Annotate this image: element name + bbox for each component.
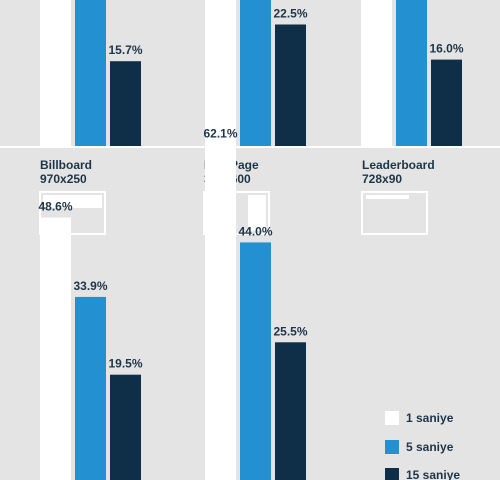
bar-chart3-15-saniye xyxy=(431,59,462,146)
bar-chart2-5-saniye xyxy=(240,0,271,146)
bar-chart4-5-saniye xyxy=(75,296,106,480)
bar-chart2-15-saniye xyxy=(275,24,306,146)
legend-label-1-saniye: 1 saniye xyxy=(406,411,454,425)
bar-label-chart4-15-saniye: 19.5% xyxy=(108,357,142,371)
half-page-ad-thumbnail xyxy=(203,191,270,235)
bar-chart5-15-saniye xyxy=(275,342,306,480)
bar-chart4-15-saniye xyxy=(110,374,141,480)
legend-label-5-saniye: 5 saniye xyxy=(406,440,454,454)
bar-chart1-5-saniye xyxy=(75,0,106,146)
bar-label-chart2-15-saniye: 22.5% xyxy=(273,7,307,21)
bar-chart1-1-saniye xyxy=(40,0,71,146)
bar-label-chart3-15-saniye: 16.0% xyxy=(429,42,463,56)
leaderboard-ad-thumbnail xyxy=(361,191,428,235)
bar-chart3-1-saniye xyxy=(361,0,392,146)
bar-chart2-1-saniye xyxy=(205,0,236,146)
bar-value-labels: 55.0%31.0%15.7%60.0%40.9%22.5%49.3%30.8%… xyxy=(38,7,463,371)
bar-label-chart1-15-saniye: 15.7% xyxy=(108,43,142,57)
format-name-leaderboard: Leaderboard xyxy=(362,158,435,172)
bar-chart5-5-saniye xyxy=(240,242,271,480)
bar-chart4-1-saniye xyxy=(40,217,71,480)
bar-label-chart5-15-saniye: 25.5% xyxy=(273,324,307,338)
bar-label-chart5-5-saniye: 44.0% xyxy=(238,224,272,238)
bar-chart1-15-saniye xyxy=(110,61,141,146)
format-size-leaderboard: 728x90 xyxy=(362,172,402,186)
bar-marks xyxy=(40,0,462,480)
divider-line xyxy=(0,146,500,148)
legend-swatch-5-saniye xyxy=(385,440,399,454)
bar-label-chart4-5-saniye: 33.9% xyxy=(73,279,107,293)
bar-chart5-1-saniye xyxy=(205,144,236,480)
format-size-billboard: 970x250 xyxy=(40,172,87,186)
legend: 1 saniye 5 saniye 15 saniye xyxy=(385,411,460,480)
bar-label-chart4-1-saniye: 48.6% xyxy=(38,200,72,214)
legend-label-15-saniye: 15 saniye xyxy=(406,468,460,480)
legend-swatch-15-saniye xyxy=(385,468,399,480)
format-name-billboard: Billboard xyxy=(40,158,92,172)
bar-label-chart5-1-saniye: 62.1% xyxy=(203,127,237,141)
billboard-ad-thumbnail xyxy=(39,191,106,235)
legend-swatch-1-saniye xyxy=(385,411,399,425)
bar-chart3-5-saniye xyxy=(396,0,427,147)
